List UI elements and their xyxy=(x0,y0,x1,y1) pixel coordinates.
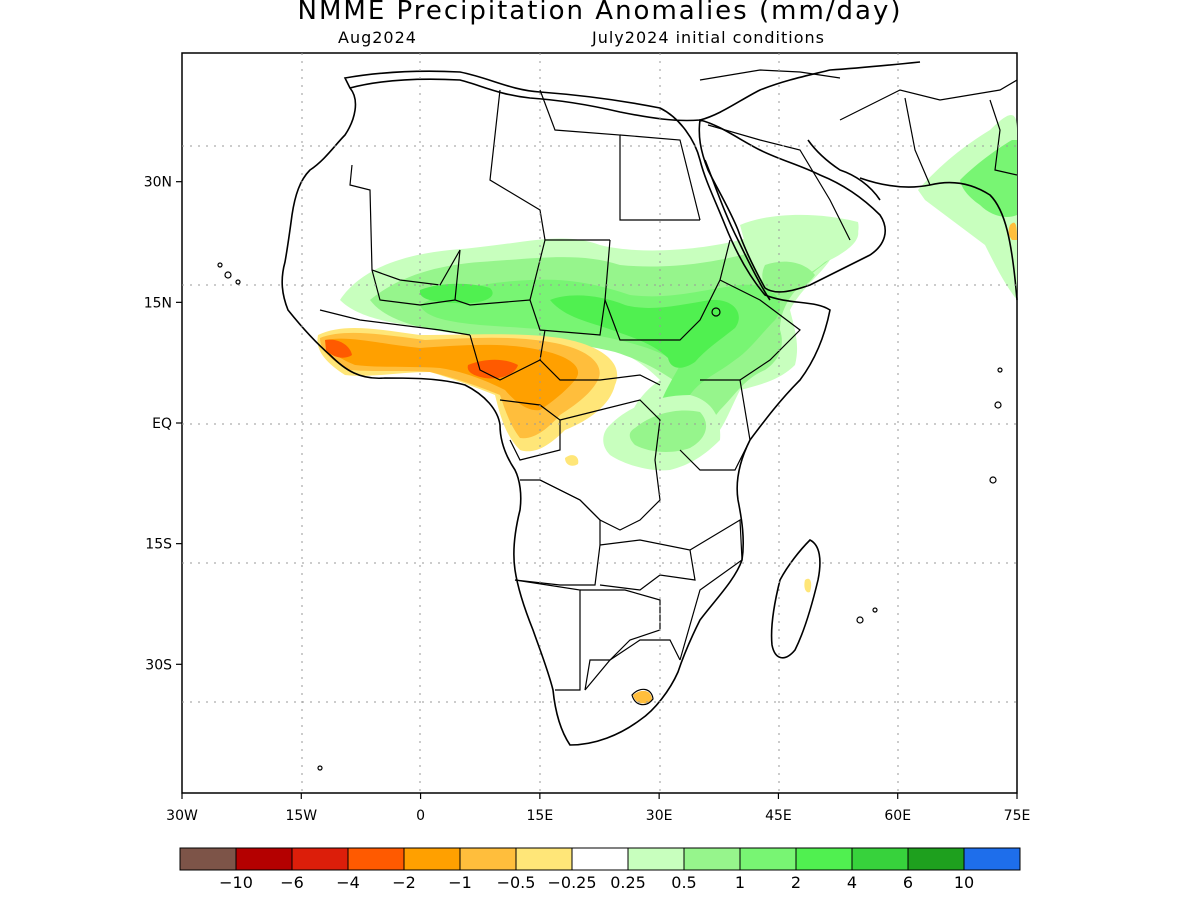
border-botswana xyxy=(580,589,661,691)
guinea-dry-peak xyxy=(467,359,518,379)
border-east-africa xyxy=(679,379,751,471)
india-dry-spot xyxy=(1008,222,1017,240)
colorbar: −10 −6 −4 −2 −1 −0.5 −0.25 0.25 0.5 1 2 4 6 10 xyxy=(179,847,1021,892)
map-title: NMME Precipitation Anomalies (mm/day) xyxy=(297,0,903,26)
mediterranean-coast xyxy=(349,61,921,122)
madagascar-dry-spot xyxy=(804,578,812,593)
sahel-wet-core xyxy=(550,295,739,368)
colorbar-swatch xyxy=(963,847,1021,871)
islands xyxy=(217,262,1003,771)
colorbar-label: 10 xyxy=(954,873,974,892)
border-egypt xyxy=(619,134,701,221)
colorbar-label: −10 xyxy=(219,873,253,892)
yemen-wet xyxy=(762,261,815,295)
colorbar-label: 0.25 xyxy=(610,873,646,892)
colorbar-swatch xyxy=(739,847,797,871)
colorbar-label: −1 xyxy=(448,873,472,892)
border-niger xyxy=(454,249,531,306)
red-sea-coast xyxy=(704,159,771,301)
colorbar-swatch xyxy=(403,847,461,871)
border-south-africa xyxy=(584,639,681,691)
gulf-coast xyxy=(807,139,881,201)
colorbar-swatch xyxy=(347,847,405,871)
colorbar-swatch xyxy=(571,847,629,871)
colorbar-label: −4 xyxy=(336,873,360,892)
colorbar-swatch xyxy=(627,847,685,871)
latitude-axis: 30N 15N EQ 15S 30S xyxy=(144,175,182,673)
colorbar-label: −6 xyxy=(280,873,304,892)
lesotho-dry-spot xyxy=(633,690,652,704)
border-algeria xyxy=(489,89,610,241)
colorbar-swatch xyxy=(291,847,349,871)
colorbar-label: 1 xyxy=(735,873,745,892)
madagascar-coastline xyxy=(770,539,821,659)
colorbar-swatch xyxy=(907,847,965,871)
border-lesotho xyxy=(631,688,654,706)
lat-tick-label: 15N xyxy=(144,295,172,311)
lon-tick-label: 30E xyxy=(646,808,673,824)
border-india xyxy=(989,99,1018,176)
border-congo xyxy=(499,399,561,461)
colorbar-swatch xyxy=(851,847,909,871)
forecast-month: Aug2024 xyxy=(338,28,417,47)
border-horn xyxy=(719,279,801,381)
colorbar-swatch xyxy=(683,847,741,871)
border-turkey xyxy=(699,69,841,81)
lon-tick-label: 15W xyxy=(285,808,317,824)
border-namibia xyxy=(514,579,581,691)
africa-coastline xyxy=(281,70,831,746)
lon-tick-label: 75E xyxy=(1004,808,1031,824)
longitude-axis: 30W 15W 0 15E 30E 45E 60E 75E xyxy=(166,793,1030,824)
lat-tick-label: EQ xyxy=(152,416,172,432)
map-frame xyxy=(181,52,1018,794)
colorbar-swatch xyxy=(459,847,517,871)
east-africa-wet-core xyxy=(629,410,707,452)
lat-tick-label: 30N xyxy=(144,175,172,191)
colorbar-label: 6 xyxy=(903,873,913,892)
guinea-dry-core xyxy=(325,338,579,411)
coastlines xyxy=(281,61,1018,746)
border-iran xyxy=(839,79,1018,121)
border-nigeria xyxy=(469,329,546,381)
iran-coast xyxy=(859,177,1018,301)
lon-tick-label: 0 xyxy=(416,808,425,824)
india-wet-inner xyxy=(960,140,1017,217)
lon-tick-label: 30W xyxy=(166,808,198,824)
country-borders xyxy=(319,69,1018,706)
colorbar-label: −0.5 xyxy=(497,873,536,892)
lat-tick-label: 30S xyxy=(145,657,172,673)
lon-tick-label: 45E xyxy=(765,808,792,824)
lat-tick-label: 15S xyxy=(145,537,172,553)
colorbar-label: 4 xyxy=(847,873,857,892)
border-pakistan xyxy=(904,97,931,186)
colorbar-swatch xyxy=(179,847,237,871)
colorbar-label: 0.5 xyxy=(671,873,696,892)
colorbar-swatch xyxy=(515,847,573,871)
border-mozambique xyxy=(679,518,743,661)
lon-tick-label: 60E xyxy=(884,808,911,824)
lon-tick-label: 15E xyxy=(527,808,554,824)
colorbar-swatch xyxy=(235,847,293,871)
colorbar-swatch xyxy=(795,847,853,871)
border-central-africa xyxy=(539,359,661,386)
border-chad xyxy=(529,239,606,336)
guinea-dry-local xyxy=(325,339,352,358)
colorbar-label: −2 xyxy=(392,873,416,892)
congo-dry-spot xyxy=(565,455,579,466)
border-arabia xyxy=(707,124,851,241)
border-zambia xyxy=(599,539,696,591)
arabia-coastline xyxy=(698,119,886,293)
colorbar-label: 2 xyxy=(791,873,801,892)
border-west-africa xyxy=(319,309,471,336)
initial-conditions: July2024 initial conditions xyxy=(592,28,825,47)
anomaly-shading xyxy=(317,115,1017,704)
gridlines xyxy=(182,53,1017,793)
border-angola xyxy=(514,479,601,586)
colorbar-label: −0.25 xyxy=(547,873,596,892)
